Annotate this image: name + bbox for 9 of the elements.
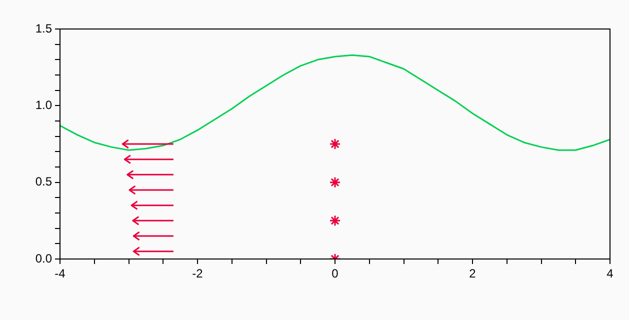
y-tick-label: 1.5 <box>35 21 52 36</box>
x-tick-label: 0 <box>332 266 339 281</box>
x-tick-label: 4 <box>606 266 614 281</box>
y-tick-label: 0.0 <box>35 251 52 266</box>
y-tick-label: 1.0 <box>35 98 52 112</box>
x-tick-label: -2 <box>192 266 204 281</box>
x-tick-label: 2 <box>469 266 476 281</box>
x-tick-label: -4 <box>54 266 66 281</box>
y-tick-label: 0.5 <box>35 174 52 189</box>
